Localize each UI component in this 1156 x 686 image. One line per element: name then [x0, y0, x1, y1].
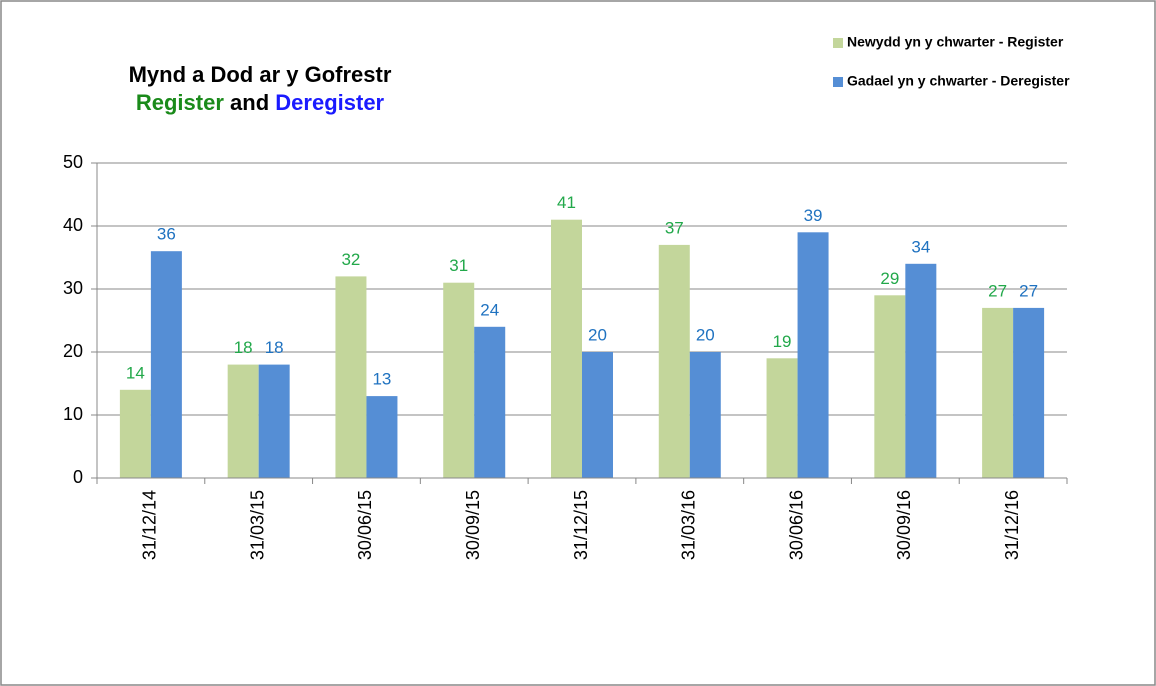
bar — [474, 326, 506, 478]
data-label: 14 — [126, 363, 145, 382]
y-tick-label: 10 — [63, 404, 83, 424]
data-label: 29 — [880, 269, 899, 288]
subtitle-part: and — [230, 90, 269, 115]
bar — [658, 244, 690, 478]
data-label: 20 — [696, 325, 715, 344]
data-label: 36 — [157, 225, 176, 244]
data-label: 13 — [372, 370, 391, 389]
data-label: 18 — [265, 338, 284, 357]
x-tick-label: 30/06/15 — [355, 490, 375, 560]
x-tick-label: 30/09/15 — [463, 490, 483, 560]
data-label: 32 — [341, 250, 360, 269]
bar — [689, 352, 721, 478]
bar — [874, 295, 906, 478]
data-label: 27 — [988, 281, 1007, 300]
bar — [1013, 307, 1045, 478]
x-tick-label: 30/06/16 — [786, 490, 806, 560]
bar — [227, 364, 259, 478]
subtitle-part: Register — [136, 90, 224, 115]
bar — [982, 307, 1014, 478]
bar — [119, 389, 151, 478]
data-label: 19 — [773, 332, 792, 351]
x-tick-label: 31/12/15 — [571, 490, 591, 560]
x-tick-label: 31/12/16 — [1002, 490, 1022, 560]
y-tick-label: 40 — [63, 215, 83, 235]
data-label: 34 — [911, 237, 930, 256]
data-label: 24 — [480, 300, 499, 319]
y-tick-label: 20 — [63, 341, 83, 361]
bar — [335, 276, 367, 478]
legend-label: Gadael yn y chwarter - Deregister — [847, 73, 1070, 89]
y-tick-label: 50 — [63, 152, 83, 172]
x-tick-label: 31/03/16 — [679, 490, 699, 560]
legend-swatch — [833, 38, 843, 48]
bar — [582, 352, 613, 478]
chart-title: Mynd a Dod ar y Gofrestr — [129, 62, 392, 87]
bar — [551, 219, 582, 478]
bar — [766, 358, 798, 478]
x-tick-label: 31/03/15 — [247, 490, 267, 560]
data-label: 39 — [804, 206, 823, 225]
data-label: 37 — [665, 218, 684, 237]
x-tick-label: 31/12/14 — [140, 490, 160, 560]
bar — [366, 396, 398, 478]
subtitle-part: Deregister — [275, 90, 384, 115]
bar — [905, 263, 937, 478]
bar — [258, 364, 290, 478]
bar — [443, 282, 475, 478]
data-label: 20 — [588, 325, 607, 344]
x-tick-label: 30/09/16 — [894, 490, 914, 560]
y-tick-label: 0 — [73, 467, 83, 487]
bar — [797, 232, 829, 478]
data-label: 27 — [1019, 281, 1038, 300]
chart-subtitle: Register and Deregister — [136, 90, 385, 115]
data-label: 31 — [449, 256, 468, 275]
legend-swatch — [833, 77, 843, 87]
y-tick-label: 30 — [63, 278, 83, 298]
bar — [150, 251, 182, 478]
data-label: 41 — [557, 193, 576, 212]
legend-label: Newydd yn y chwarter - Register — [847, 34, 1064, 50]
data-label: 18 — [234, 338, 253, 357]
